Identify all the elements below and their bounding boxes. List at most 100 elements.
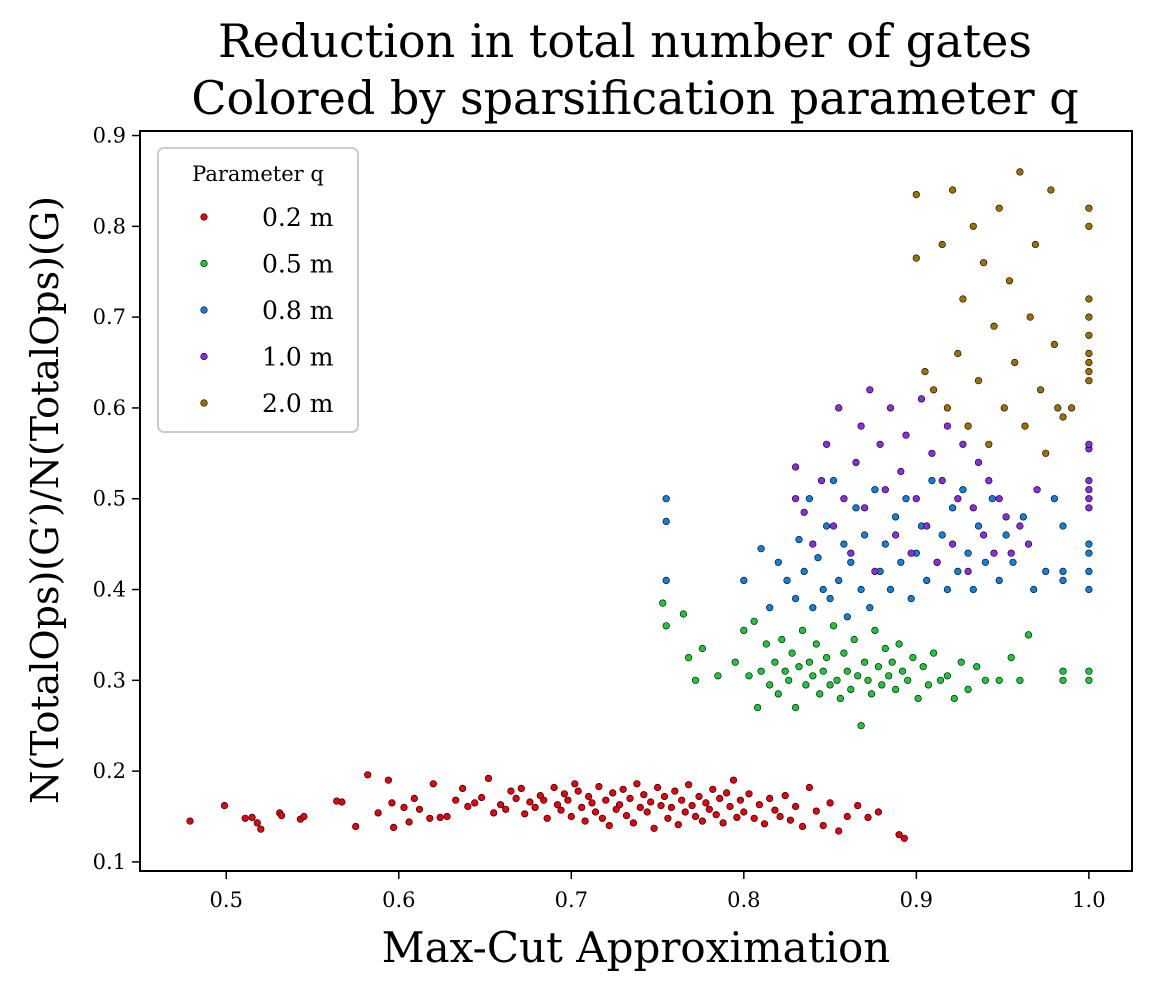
data-point	[712, 811, 720, 819]
data-point	[662, 576, 670, 585]
chart-title-line-1: Reduction in total number of gates	[218, 14, 1032, 68]
data-point	[1024, 631, 1033, 639]
series-0-8-m	[662, 477, 1093, 621]
data-point	[681, 808, 689, 816]
data-point	[933, 558, 941, 566]
data-point	[990, 549, 998, 557]
data-point	[1036, 386, 1045, 394]
data-point	[791, 463, 800, 471]
data-point	[847, 549, 855, 557]
y-tick-label: 0.5	[93, 487, 126, 511]
data-point	[1026, 313, 1034, 321]
data-point	[871, 486, 879, 494]
data-point	[484, 774, 493, 783]
data-point	[374, 809, 382, 817]
data-point	[774, 558, 782, 566]
data-point	[860, 531, 869, 539]
data-point	[1019, 513, 1027, 521]
data-point	[220, 801, 229, 810]
data-point	[757, 667, 765, 675]
data-point	[826, 594, 834, 603]
data-point	[774, 690, 782, 698]
data-point	[981, 676, 990, 684]
data-point	[729, 776, 738, 784]
legend-marker	[200, 259, 208, 268]
y-tick-label: 0.2	[93, 759, 126, 783]
data-point	[662, 517, 670, 526]
data-point	[1050, 495, 1058, 503]
data-point	[902, 495, 910, 503]
data-point	[781, 791, 789, 800]
x-tick-label: 0.5	[210, 888, 243, 912]
data-point	[786, 816, 795, 824]
data-point	[864, 676, 872, 684]
data-point	[766, 681, 774, 689]
data-point	[1085, 486, 1093, 494]
data-point	[897, 467, 905, 476]
data-point	[1002, 513, 1010, 521]
data-point	[850, 635, 858, 644]
series-2-0-m	[912, 168, 1093, 457]
data-point	[531, 803, 539, 812]
data-point	[974, 522, 983, 530]
data-point	[988, 495, 996, 503]
data-point	[629, 819, 638, 827]
data-point	[497, 801, 505, 809]
data-point	[843, 667, 851, 675]
data-point	[1002, 531, 1010, 539]
data-point	[912, 254, 920, 262]
data-point	[898, 667, 907, 675]
data-point	[895, 640, 903, 648]
data-point	[459, 784, 467, 793]
data-point	[860, 504, 869, 512]
data-point	[1085, 477, 1093, 485]
legend-title: Parameter q	[192, 162, 324, 186]
data-point	[795, 535, 803, 544]
data-point	[241, 814, 249, 822]
data-point	[791, 594, 800, 603]
data-point	[788, 649, 796, 657]
data-point	[874, 808, 883, 816]
data-point	[871, 626, 879, 635]
data-point	[822, 653, 831, 662]
data-point	[948, 186, 957, 194]
data-point	[791, 495, 800, 503]
data-point	[1050, 340, 1058, 349]
data-point	[950, 694, 958, 703]
data-point	[840, 649, 848, 657]
data-point	[364, 771, 372, 779]
data-point	[540, 796, 548, 804]
data-point	[512, 794, 520, 803]
data-point	[653, 783, 662, 792]
data-point	[826, 681, 834, 689]
data-point	[657, 801, 665, 810]
data-point	[1059, 576, 1067, 585]
data-point	[766, 794, 774, 803]
data-point	[954, 349, 962, 358]
data-point	[852, 458, 860, 467]
data-point	[878, 681, 886, 689]
data-point	[895, 831, 903, 839]
data-point	[928, 449, 936, 457]
data-point	[591, 808, 600, 816]
data-point	[1085, 540, 1093, 548]
legend-marker	[200, 352, 208, 361]
data-point	[1016, 676, 1024, 684]
data-point	[452, 796, 460, 804]
data-point	[881, 644, 889, 653]
data-point	[791, 703, 800, 712]
data-point	[959, 295, 967, 303]
data-point	[1085, 331, 1093, 339]
data-point	[560, 790, 569, 798]
data-point	[602, 796, 610, 804]
legend-label: 1.0 m	[262, 343, 334, 372]
data-point	[819, 821, 827, 830]
data-point	[938, 240, 946, 249]
data-point	[619, 785, 627, 793]
data-point	[852, 504, 860, 512]
data-point	[802, 681, 810, 689]
data-point	[864, 813, 872, 822]
data-point	[943, 672, 952, 680]
data-point	[843, 812, 851, 821]
